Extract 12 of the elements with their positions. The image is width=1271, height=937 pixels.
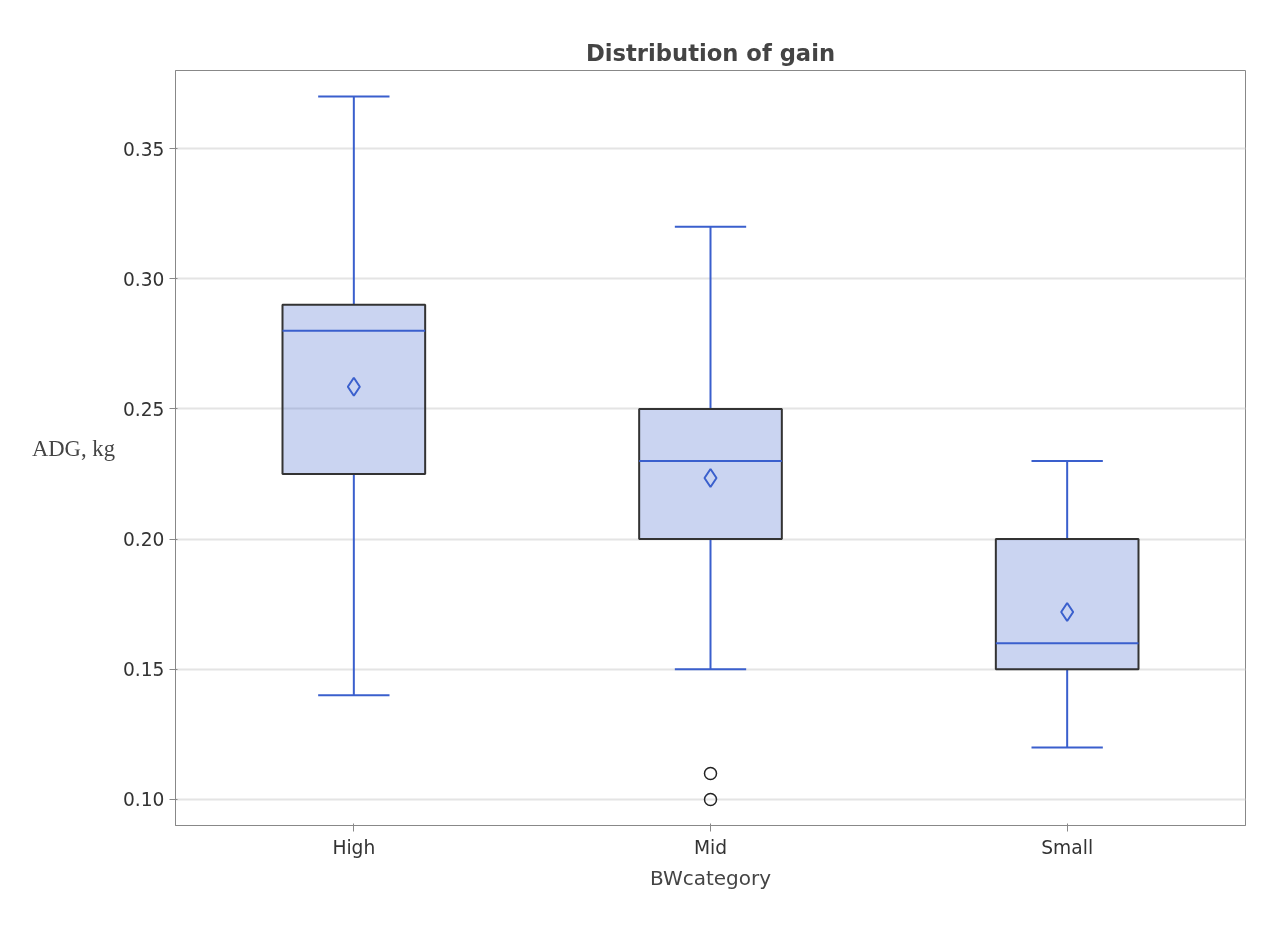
y-tick-label: 0.35 — [122, 138, 165, 160]
chart-title: Distribution of gain — [585, 39, 836, 66]
y-tick-label: 0.30 — [122, 268, 165, 290]
y-tick-label: 0.25 — [122, 398, 165, 420]
y-tick-label: 0.15 — [122, 659, 165, 681]
x-tick-label: Mid — [693, 836, 728, 858]
y-axis-title: ADG, kg — [31, 435, 115, 461]
x-tick-label: High — [332, 836, 376, 858]
y-tick-label: 0.10 — [122, 789, 165, 811]
x-tick-label: Small — [1041, 836, 1094, 858]
y-tick-label: 0.20 — [122, 529, 165, 551]
x-axis-title: BWcategory — [649, 865, 772, 890]
